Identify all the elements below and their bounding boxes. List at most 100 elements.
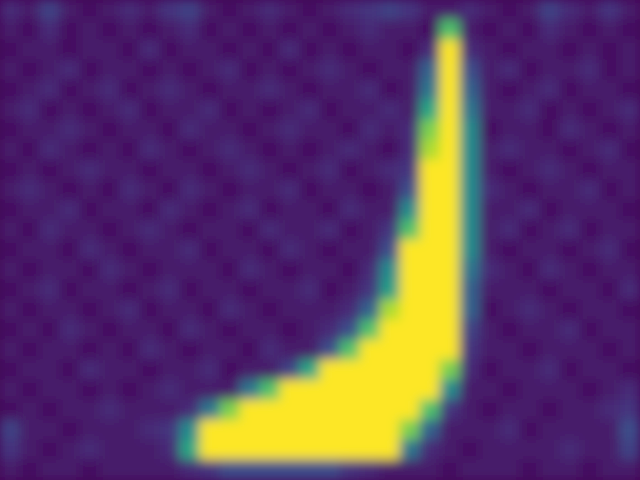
heat-cell xyxy=(540,0,561,21)
heat-cell xyxy=(240,60,261,81)
heat-cell xyxy=(620,0,640,21)
heat-cell xyxy=(220,0,241,21)
heat-cell xyxy=(220,120,241,141)
heat-cell xyxy=(380,80,401,101)
heat-cell xyxy=(100,200,121,221)
heat-cell xyxy=(480,0,501,21)
heat-cell xyxy=(540,340,561,361)
heat-cell xyxy=(260,260,281,281)
heat-cell xyxy=(0,420,21,441)
heat-cell xyxy=(440,420,461,441)
heat-cell xyxy=(280,340,301,361)
heat-cell xyxy=(240,220,261,241)
heat-cell xyxy=(360,140,381,161)
heat-cell xyxy=(160,120,181,141)
heat-cell xyxy=(460,300,481,321)
heat-cell xyxy=(580,140,601,161)
heat-cell xyxy=(420,280,441,301)
heat-cell xyxy=(180,460,201,480)
heat-cell xyxy=(100,460,121,480)
heat-cell xyxy=(480,140,501,161)
heat-cell xyxy=(400,400,421,421)
heat-cell xyxy=(460,0,481,21)
heat-cell xyxy=(80,440,101,461)
heat-cell xyxy=(120,280,141,301)
heat-cell xyxy=(360,380,381,401)
heat-cell xyxy=(580,200,601,221)
heat-cell xyxy=(520,360,541,381)
heat-cell xyxy=(340,60,361,81)
heat-cell xyxy=(260,340,281,361)
heat-cell xyxy=(20,20,41,41)
heat-cell xyxy=(540,20,561,41)
heat-cell xyxy=(540,220,561,241)
heat-cell xyxy=(260,300,281,321)
heat-cell xyxy=(20,320,41,341)
heat-cell xyxy=(260,360,281,381)
heat-cell xyxy=(420,400,441,421)
heat-cell xyxy=(520,100,541,121)
heat-cell xyxy=(120,220,141,241)
heat-cell xyxy=(100,440,121,461)
heat-cell xyxy=(560,120,581,141)
heat-cell xyxy=(200,460,221,480)
heat-cell xyxy=(520,160,541,181)
heat-cell xyxy=(480,40,501,61)
heat-cell xyxy=(0,180,21,201)
heat-cell xyxy=(620,420,640,441)
heat-cell xyxy=(200,160,221,181)
heat-cell xyxy=(240,160,261,181)
heat-cell xyxy=(340,360,361,381)
heat-cell xyxy=(520,300,541,321)
heat-cell xyxy=(280,60,301,81)
heat-cell xyxy=(540,40,561,61)
heat-cell xyxy=(320,360,341,381)
heat-cell xyxy=(360,80,381,101)
heat-cell xyxy=(220,200,241,221)
heat-cell xyxy=(560,280,581,301)
heat-cell xyxy=(280,280,301,301)
heat-cell xyxy=(0,300,21,321)
heat-cell xyxy=(100,380,121,401)
heat-cell xyxy=(320,220,341,241)
heat-cell xyxy=(440,260,461,281)
heat-cell xyxy=(620,20,640,41)
heat-cell xyxy=(540,440,561,461)
heat-cell xyxy=(300,220,321,241)
heat-cell xyxy=(20,340,41,361)
heat-cell xyxy=(100,120,121,141)
heat-cell xyxy=(580,440,601,461)
heat-cell xyxy=(540,60,561,81)
heat-cell xyxy=(600,340,621,361)
heat-cell xyxy=(60,320,81,341)
heat-cell xyxy=(500,260,521,281)
heat-cell xyxy=(120,180,141,201)
heat-cell xyxy=(400,0,421,21)
heat-cell xyxy=(320,60,341,81)
heat-cell xyxy=(20,360,41,381)
heat-cell xyxy=(340,0,361,21)
heat-cell xyxy=(620,100,640,121)
heat-cell xyxy=(20,160,41,181)
heat-cell xyxy=(280,180,301,201)
heat-cell xyxy=(320,120,341,141)
heat-cell xyxy=(300,0,321,21)
heat-cell xyxy=(0,100,21,121)
heat-cell xyxy=(180,380,201,401)
heat-cell xyxy=(200,380,221,401)
heat-cell xyxy=(160,300,181,321)
heat-cell xyxy=(320,460,341,480)
heat-cell xyxy=(60,400,81,421)
heat-cell xyxy=(20,300,41,321)
heat-cell xyxy=(120,460,141,480)
heat-cell xyxy=(280,160,301,181)
heat-cell xyxy=(500,440,521,461)
heat-cell xyxy=(120,40,141,61)
heat-cell xyxy=(440,300,461,321)
heat-cell xyxy=(200,320,221,341)
heat-cell xyxy=(600,100,621,121)
heat-cell xyxy=(100,220,121,241)
heat-cell xyxy=(220,40,241,61)
heat-cell xyxy=(520,260,541,281)
heat-cell xyxy=(340,160,361,181)
